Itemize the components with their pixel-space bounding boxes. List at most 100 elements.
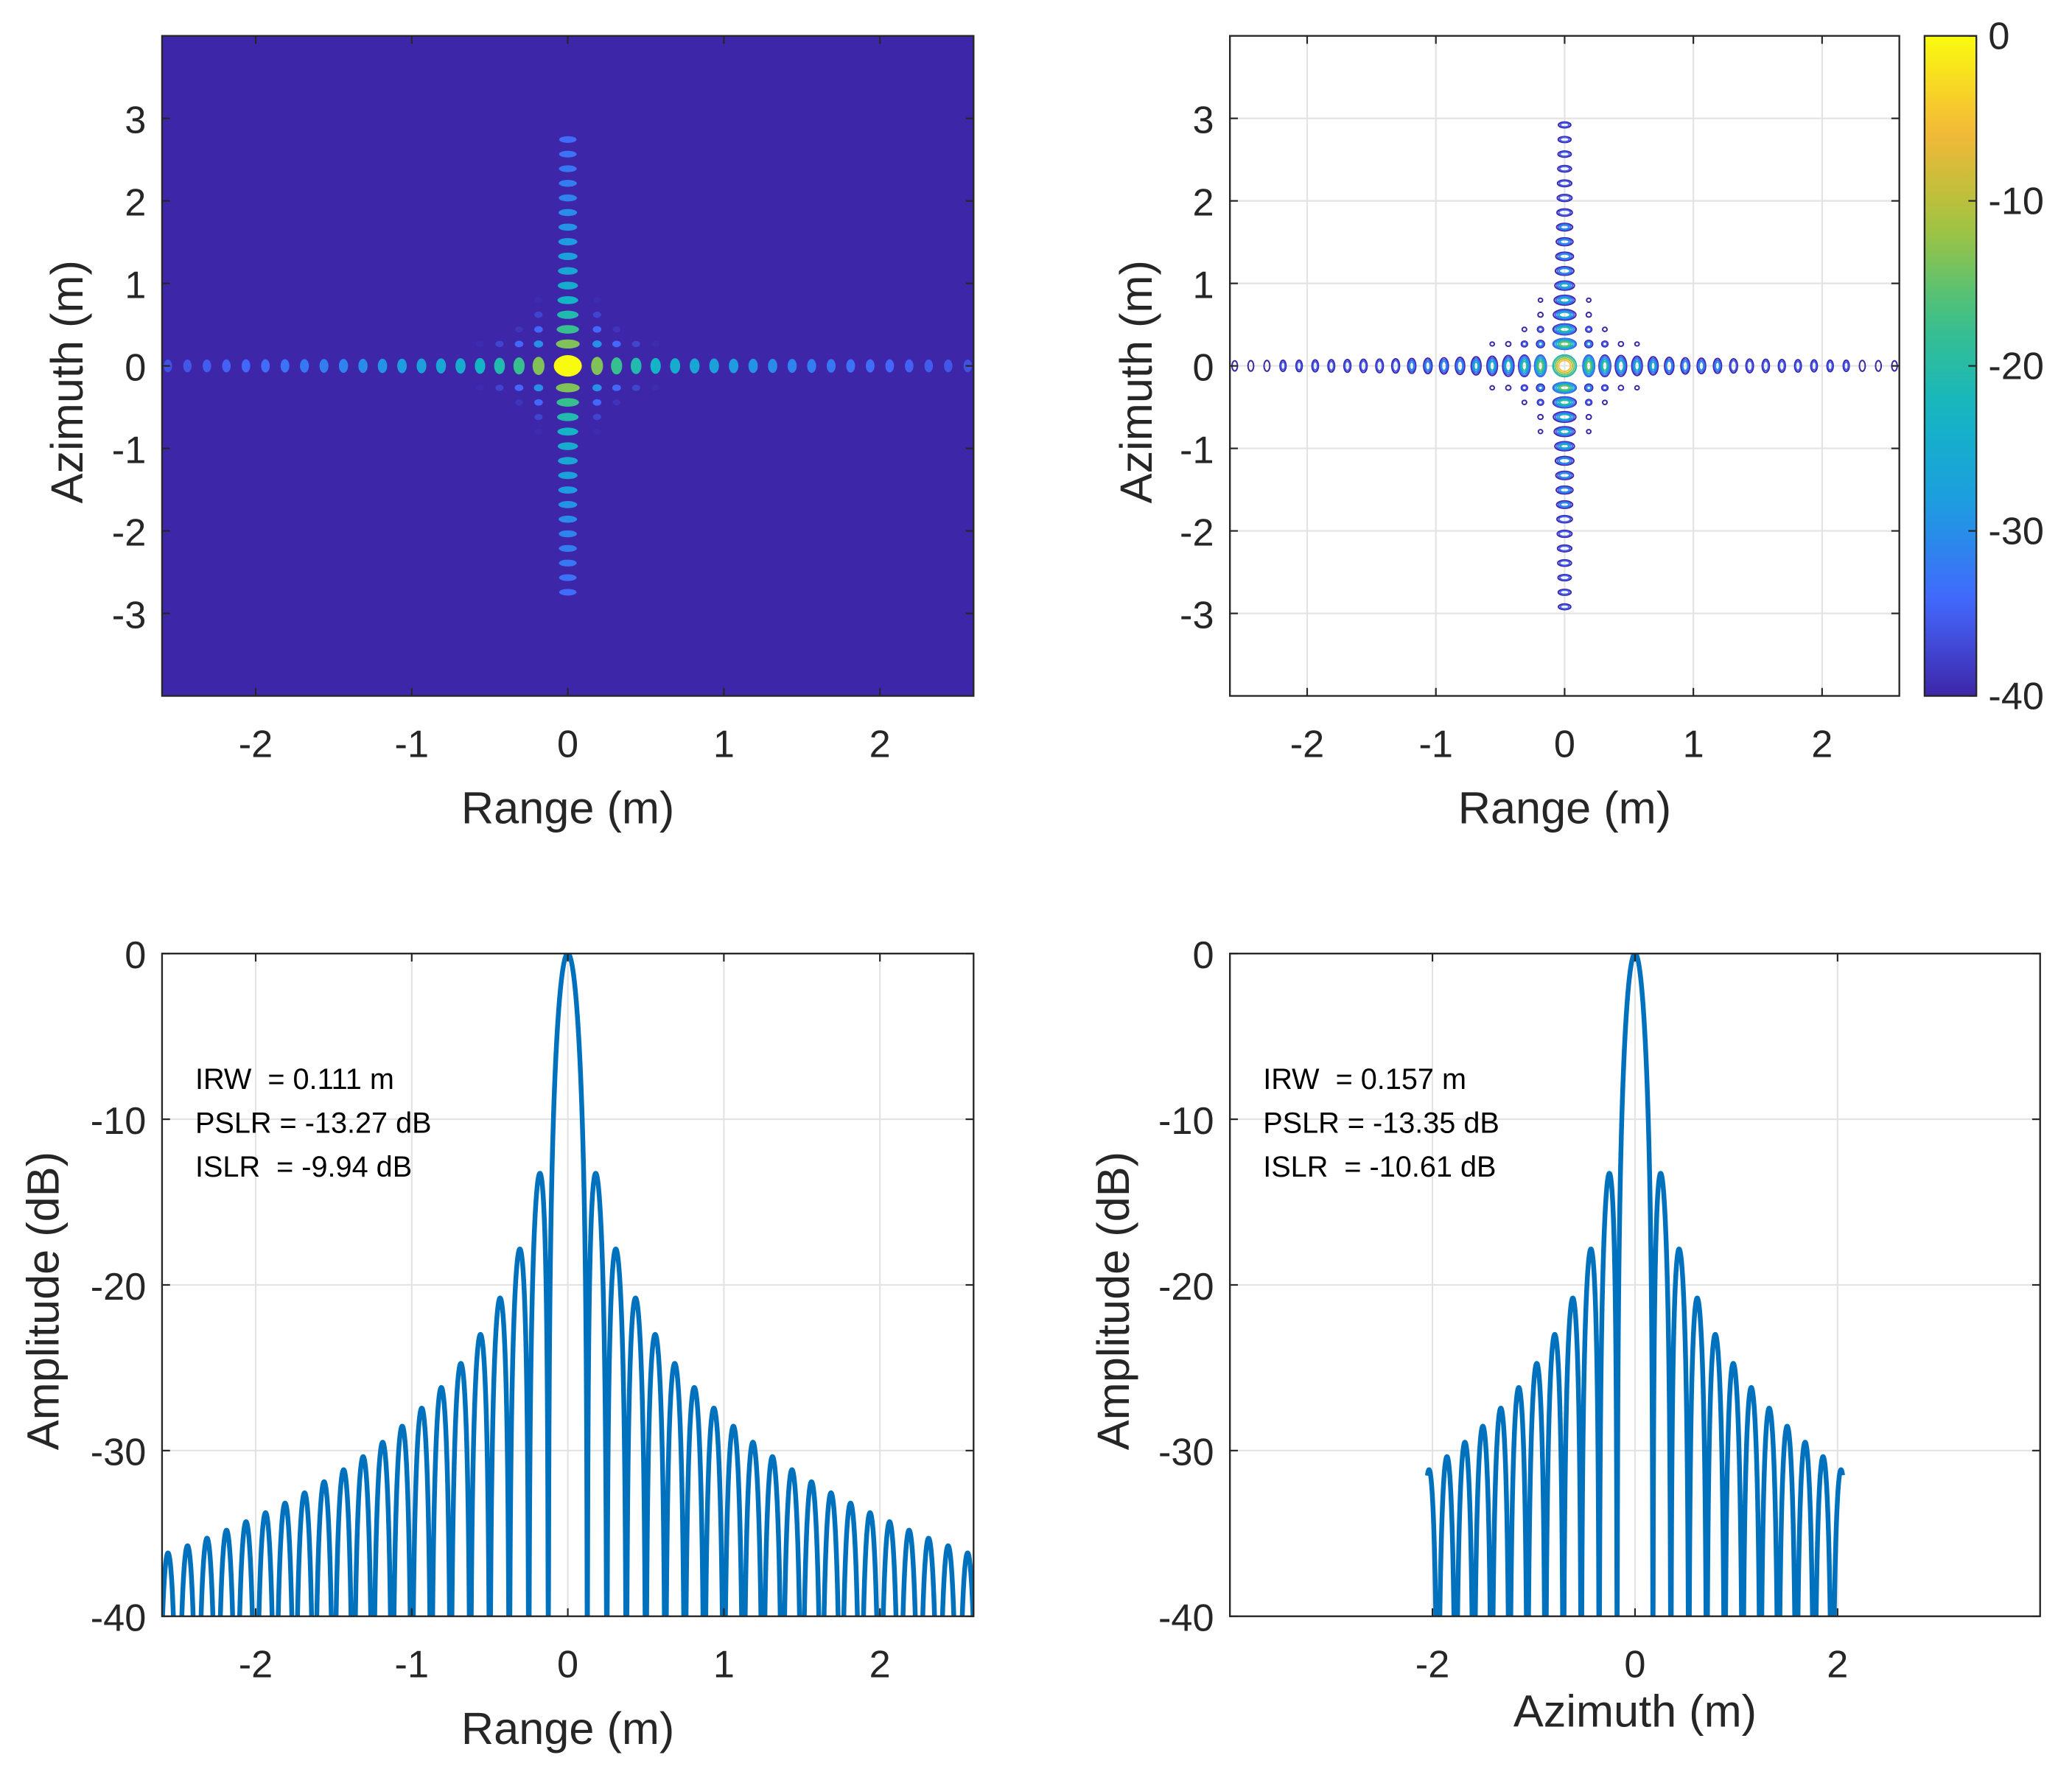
contour-line (1505, 340, 1512, 348)
lobe-cell (559, 530, 577, 538)
colorbar-tick-label: -10 (1988, 181, 2044, 223)
contour-line (1649, 360, 1657, 373)
contour-line (1810, 360, 1817, 371)
lobe-cell (592, 326, 602, 333)
contour-line (1470, 356, 1482, 376)
plot-content (164, 136, 972, 596)
x-tick-label: 0 (1554, 723, 1575, 766)
lobe-cell (476, 385, 484, 391)
lobe-cell (319, 359, 329, 373)
contour-line (1328, 360, 1334, 371)
lobe-cell (495, 385, 504, 391)
metric-annotation: IRW = 0.157 m (1263, 1063, 1466, 1096)
lobe-cell (557, 427, 578, 436)
contour-line (1296, 361, 1303, 371)
lobe-cell (593, 428, 601, 435)
contour-line (1247, 360, 1255, 372)
x-tick-label: 0 (557, 1644, 578, 1686)
lobe-cell (592, 312, 601, 318)
contour-line (1554, 309, 1575, 320)
lobe-cell (556, 398, 579, 407)
contour-line (1554, 265, 1575, 276)
contour-line (1486, 355, 1499, 376)
contour-panel: -2 -1 0 1 2 -3 -2 -1 0 1 2 3 Range (m) Azimuth (m) (1111, 35, 1900, 833)
contour-line (1558, 428, 1570, 435)
contour-line (1521, 326, 1527, 332)
lobe-cell (556, 339, 580, 349)
contour-line (1557, 238, 1572, 246)
metric-annotation: ISLR = -10.61 dB (1263, 1151, 1496, 1183)
x-tick-label: 2 (1811, 723, 1833, 766)
contour-line (1535, 357, 1546, 375)
contour-line (1698, 360, 1705, 371)
colorbar-tick-label: -40 (1988, 676, 2044, 718)
contour-line (1697, 359, 1706, 373)
contour-line (1556, 310, 1573, 319)
contour-line (1762, 360, 1769, 372)
contour-line (1472, 360, 1480, 373)
contour-line (1558, 442, 1572, 450)
contour-line (1778, 360, 1785, 371)
lobe-cell (885, 359, 895, 373)
contour-line (1423, 357, 1433, 375)
contour-line (1555, 470, 1575, 480)
y-tick-label: -10 (91, 1100, 147, 1143)
contour-line (1536, 384, 1544, 392)
y-tick-label: 1 (1192, 264, 1214, 306)
y-tick-label: 2 (1192, 181, 1214, 224)
contour-line (1558, 267, 1571, 275)
lobe-cell (241, 359, 251, 373)
lobe-cell (532, 357, 545, 375)
lobe-cell (559, 589, 577, 596)
contour-line (1407, 357, 1417, 374)
lobe-cell (514, 340, 524, 348)
contour-line (1559, 603, 1570, 610)
contour-line (1556, 456, 1573, 466)
contour-line (1664, 356, 1675, 376)
contour-line (1558, 281, 1572, 290)
lobe-cell (558, 486, 578, 494)
contour-line (1392, 360, 1400, 372)
contour-line (1615, 356, 1627, 376)
x-tick-label: 1 (713, 1644, 735, 1686)
lobe-cell (534, 297, 543, 304)
contour-line (1520, 359, 1529, 374)
x-tick-label: 1 (713, 723, 735, 766)
lobe-cell (534, 399, 543, 406)
contour-line (1558, 545, 1571, 552)
contour-line (1826, 359, 1834, 373)
metric-annotation: PSLR = -13.27 dB (195, 1107, 432, 1140)
lobe-cell (905, 359, 914, 373)
lobe-cell (593, 297, 601, 304)
lobe-cell (631, 385, 640, 391)
contour-line (1584, 399, 1593, 407)
contour-line (1681, 358, 1690, 374)
contour-line (1521, 360, 1528, 371)
contour-line (1471, 357, 1481, 374)
contour-line (1554, 280, 1575, 291)
lobe-cell (559, 515, 578, 523)
y-tick-label: 1 (125, 264, 146, 306)
contour-line (1665, 360, 1673, 372)
contour-line (1777, 358, 1786, 374)
contour-line (1344, 360, 1351, 371)
x-tick-label: -2 (239, 723, 273, 766)
contour-line (1555, 295, 1575, 305)
lobe-cell (807, 359, 816, 373)
lobe-cell (826, 359, 836, 373)
lobe-cell (558, 457, 578, 465)
contour-line (1558, 472, 1571, 479)
contour-line (1559, 385, 1570, 391)
lobe-cell (183, 359, 192, 373)
contour-line (1520, 384, 1529, 392)
lobe-cell (557, 413, 579, 421)
y-axis-label: Azimuth (m) (1111, 260, 1161, 503)
contour-line (1558, 311, 1572, 318)
colorbar-scale (1923, 35, 1978, 697)
y-tick-label: 0 (1192, 934, 1214, 977)
contour-line (1556, 194, 1573, 203)
contour-line (1556, 179, 1573, 188)
lobe-cell (559, 559, 577, 567)
metric-annotation: ISLR = -9.94 dB (195, 1151, 412, 1183)
contour-line (1473, 361, 1480, 371)
